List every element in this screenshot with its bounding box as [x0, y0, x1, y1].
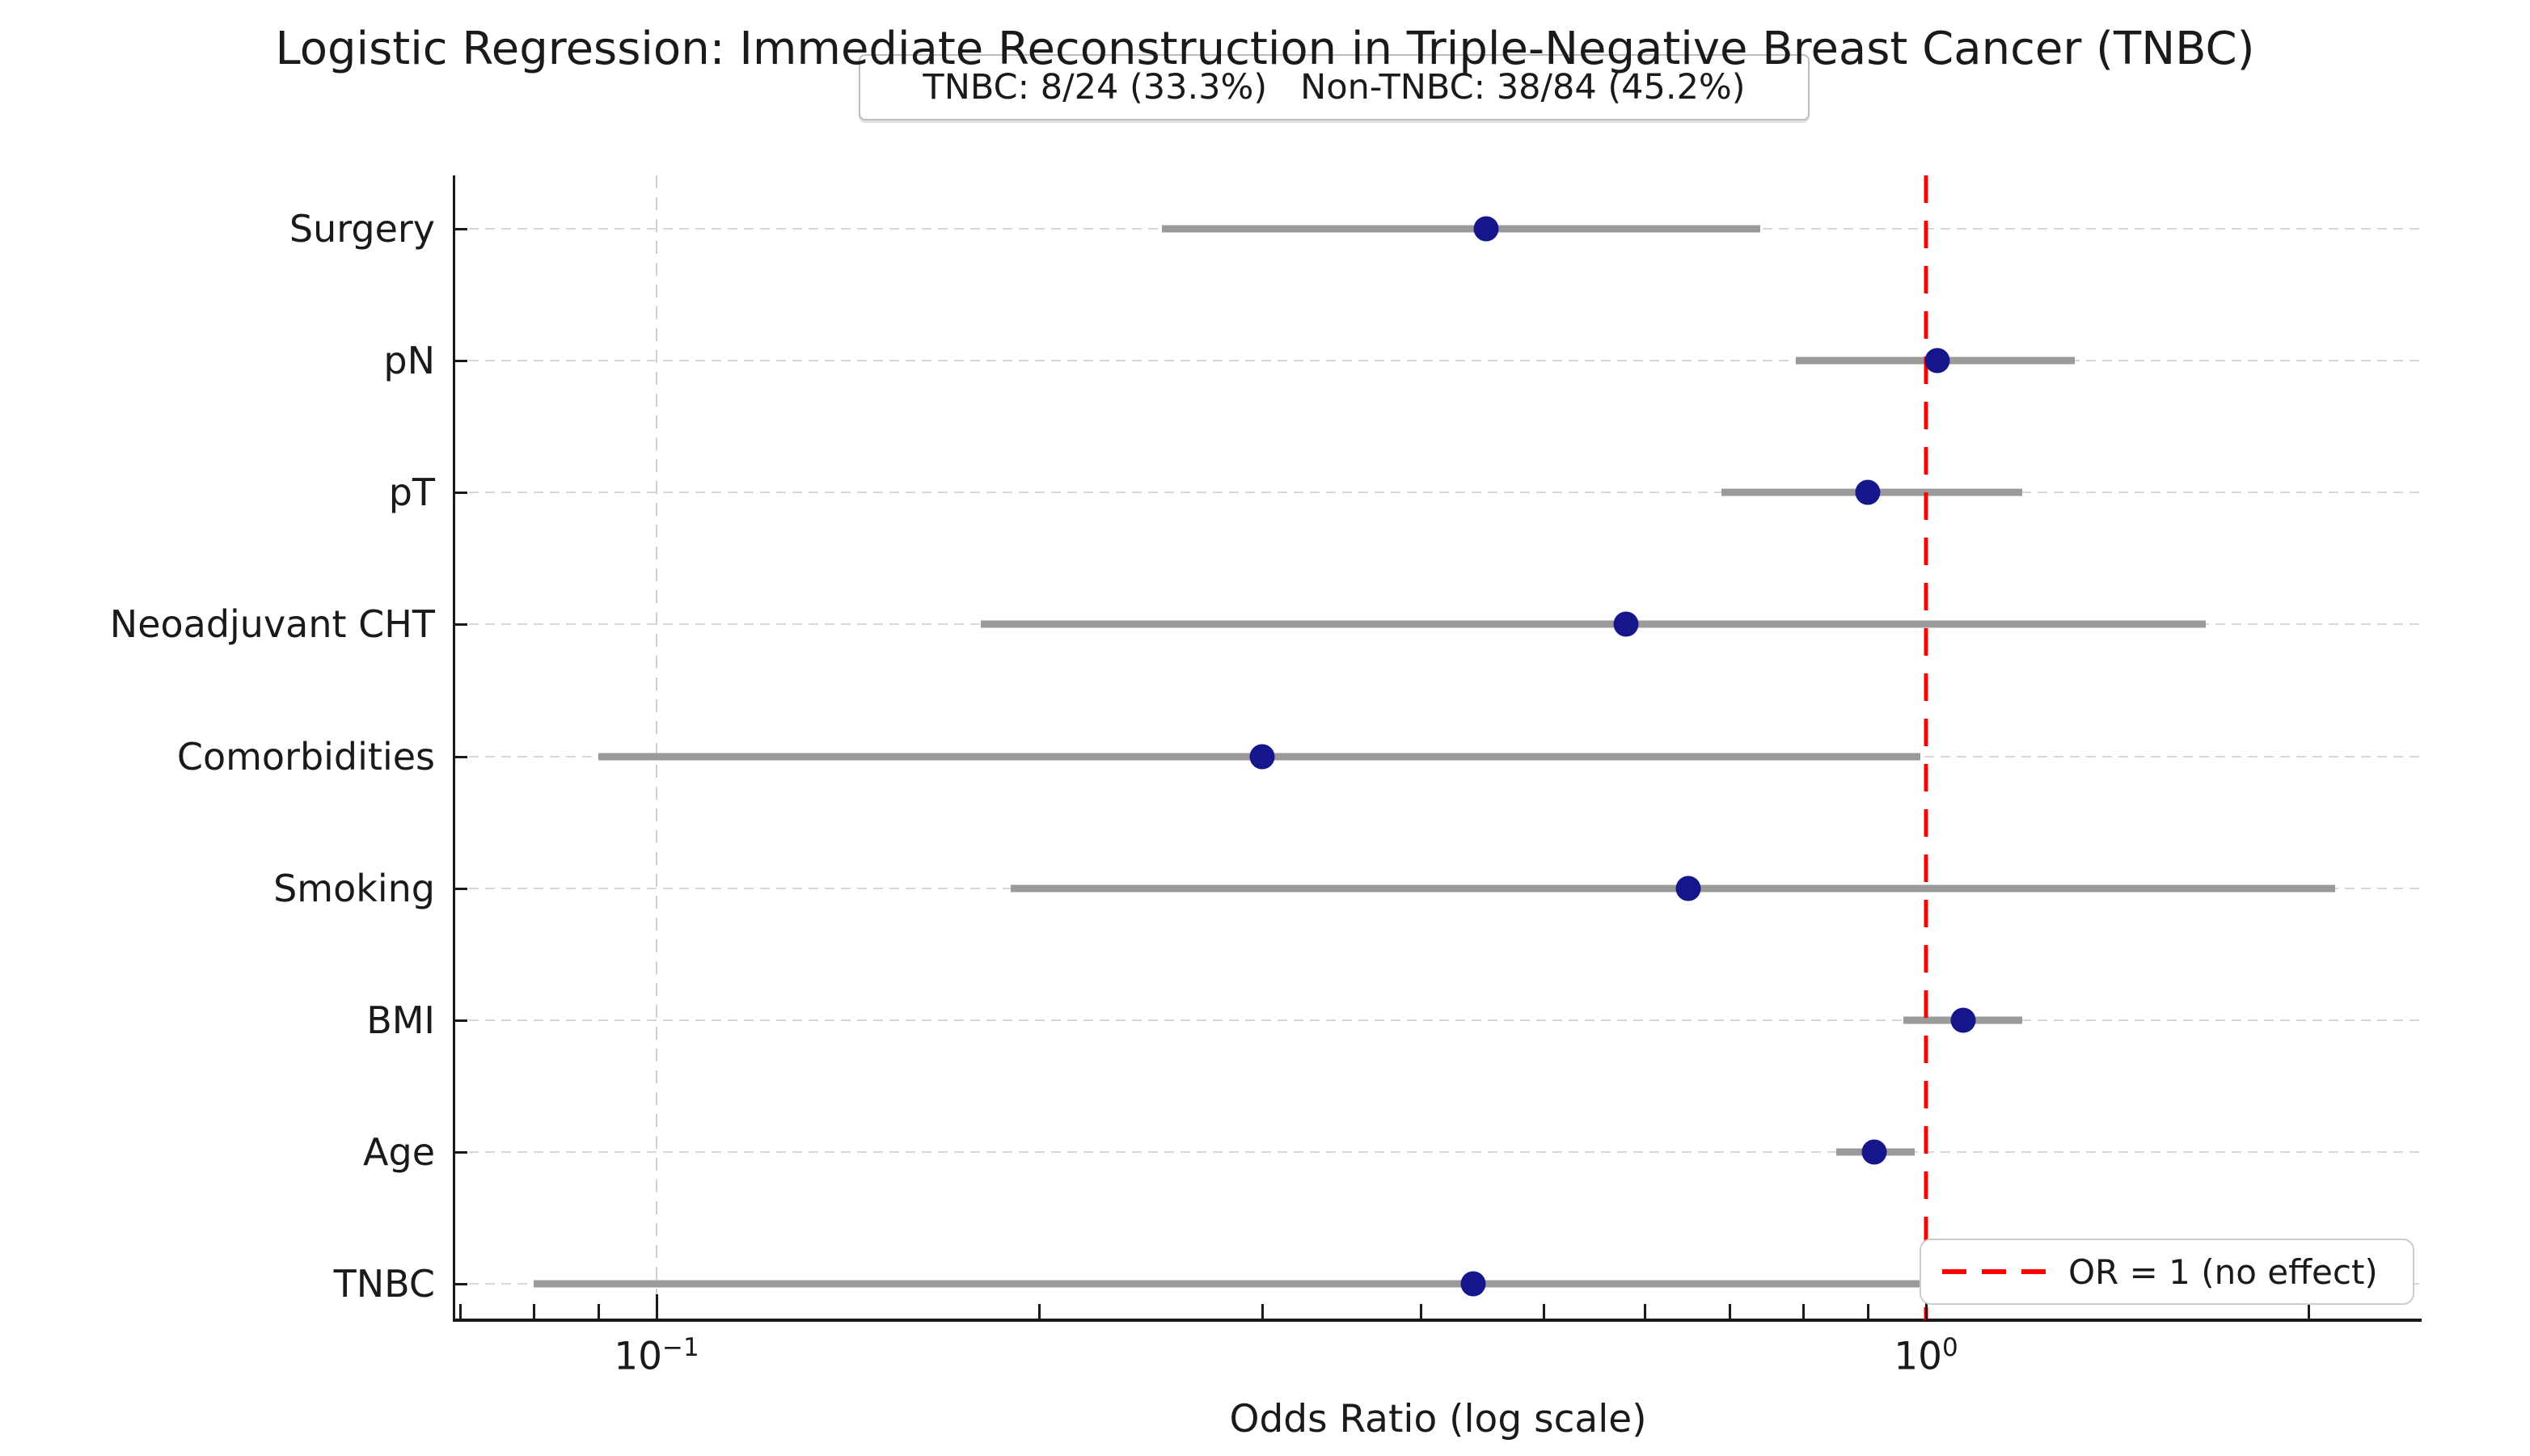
x-axis-minor-tick — [1420, 1304, 1423, 1320]
point-estimate-marker — [1249, 744, 1275, 769]
row-gridline — [453, 1019, 2422, 1021]
x-axis-minor-tick — [2307, 1304, 2310, 1320]
point-estimate-marker — [1855, 479, 1881, 505]
x-axis-spine — [453, 1319, 2422, 1322]
x-axis-minor-tick — [1037, 1304, 1041, 1320]
y-axis-tick — [453, 492, 467, 495]
x-axis-minor-tick — [1728, 1304, 1731, 1320]
point-estimate-marker — [1613, 611, 1639, 637]
x-axis-minor-tick — [1643, 1304, 1646, 1320]
vertical-gridline — [656, 175, 657, 1320]
point-estimate-marker — [1950, 1007, 1976, 1033]
y-axis-tick — [453, 1150, 467, 1154]
row-label-age: Age — [363, 1129, 435, 1174]
chart-title: Logistic Regression: Immediate Reconstru… — [275, 23, 2255, 75]
y-axis-tick — [453, 755, 467, 758]
row-label-pn: pN — [383, 339, 435, 383]
row-gridline — [453, 492, 2422, 494]
row-label-comorbidities: Comorbidities — [176, 734, 435, 779]
row-label-surgery: Surgery — [289, 207, 435, 251]
row-label-smoking: Smoking — [273, 866, 435, 910]
legend: OR = 1 (no effect) — [1920, 1239, 2414, 1305]
y-axis-spine — [453, 175, 455, 1320]
x-axis-minor-tick — [458, 1304, 462, 1320]
point-estimate-marker — [1675, 876, 1701, 901]
reference-line-or-1 — [1924, 175, 1928, 1320]
ci-bar — [1161, 225, 1760, 233]
x-axis-minor-tick — [1867, 1304, 1870, 1320]
ci-bar — [980, 620, 2206, 628]
row-label-tnbc: TNBC — [333, 1262, 435, 1306]
x-axis-minor-tick — [532, 1304, 535, 1320]
subtitle-annotation-box: TNBC: 8/24 (33.3%) Non-TNBC: 38/84 (45.2… — [859, 54, 1810, 120]
x-axis-major-tick — [656, 1294, 658, 1320]
reference-line-legend-swatch — [1942, 1269, 2046, 1274]
point-estimate-marker — [1473, 216, 1499, 242]
row-gridline — [453, 360, 2422, 362]
ci-bar — [533, 1280, 1948, 1288]
point-estimate-marker — [1924, 348, 1949, 373]
x-axis-minor-tick — [1261, 1304, 1265, 1320]
x-tick-label: 100 — [1894, 1333, 1958, 1379]
ci-bar — [1010, 884, 2335, 893]
row-gridline — [453, 1150, 2422, 1153]
y-axis-tick — [453, 1283, 467, 1285]
subtitle-text: TNBC: 8/24 (33.3%) Non-TNBC: 38/84 (45.2… — [923, 67, 1746, 108]
row-label-bmi: BMI — [366, 998, 435, 1042]
legend-label: OR = 1 (no effect) — [2068, 1251, 2378, 1292]
x-axis-minor-tick — [598, 1304, 601, 1320]
x-axis-label: Odds Ratio (log scale) — [1229, 1397, 1647, 1441]
y-axis-tick — [453, 1019, 467, 1022]
point-estimate-marker — [1861, 1139, 1887, 1165]
row-label-neoadjuvant-cht: Neoadjuvant CHT — [109, 602, 435, 647]
row-label-pt: pT — [388, 471, 435, 515]
x-axis-major-tick — [1925, 1294, 1928, 1320]
y-axis-tick — [453, 887, 467, 890]
y-axis-tick — [453, 360, 467, 363]
y-axis-tick — [453, 623, 467, 627]
x-axis-minor-tick — [1543, 1304, 1546, 1320]
x-axis-minor-tick — [1801, 1304, 1805, 1320]
point-estimate-marker — [1460, 1271, 1486, 1297]
y-axis-tick — [453, 228, 467, 230]
x-tick-label: 10−1 — [614, 1333, 699, 1379]
